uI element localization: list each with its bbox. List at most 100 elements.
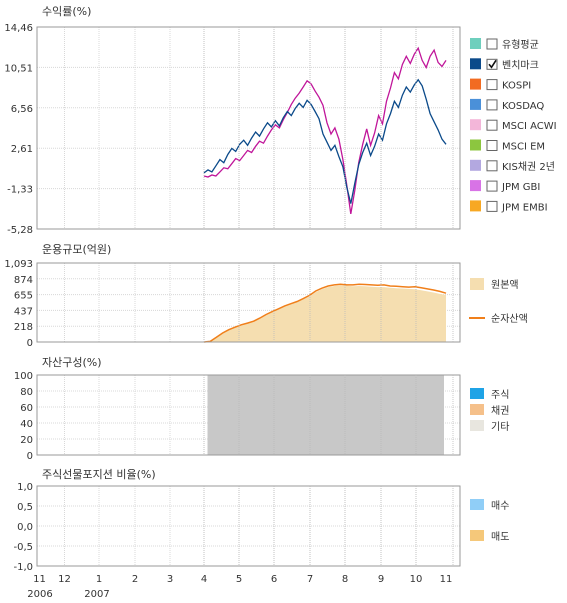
y-tick-label: 80: [20, 387, 33, 398]
legend-checkbox[interactable]: [486, 79, 498, 91]
legend-checkbox[interactable]: [486, 38, 498, 50]
legend-checkbox[interactable]: [486, 160, 498, 172]
series-line-benchmark: [203, 78, 447, 204]
area-original-amount: [204, 285, 446, 342]
legend-label: MSCI ACWI: [502, 121, 557, 132]
y-tick-label: -1,33: [7, 185, 33, 196]
legend-label: 기타: [491, 421, 509, 433]
y-tick-label: 6,56: [11, 104, 33, 115]
x-tick-label: 8: [342, 574, 348, 585]
check-icon: [488, 59, 497, 69]
y-tick-label: 60: [20, 403, 33, 414]
series-line-peer-average: [203, 46, 447, 215]
legend-label: 주식: [491, 389, 509, 401]
aum-frame: [36, 262, 461, 343]
x-tick-label: 12: [58, 574, 71, 585]
legend-swatch: [470, 388, 484, 399]
allocation-other-area: [207, 375, 444, 455]
y-tick-label: 0,5: [17, 502, 33, 513]
y-tick-label: 437: [14, 306, 33, 317]
y-tick-label: 218: [14, 322, 33, 333]
x-tick-label: 10: [410, 574, 423, 585]
x-tick-label: 11: [33, 574, 46, 585]
legend-swatch: [470, 159, 481, 171]
x-year-label: 2006: [27, 589, 52, 600]
legend-checkbox[interactable]: [486, 180, 498, 192]
legend-checkbox[interactable]: [486, 58, 498, 70]
futures-frame: [36, 485, 461, 567]
legend-checkbox[interactable]: [486, 119, 498, 131]
aum-plot: [203, 283, 447, 343]
x-tick-label: 11: [440, 574, 453, 585]
x-tick-label: 4: [201, 574, 207, 585]
returns-grid: [37, 27, 460, 229]
legend-swatch: [470, 200, 481, 212]
x-year-label: 2007: [84, 589, 109, 600]
legend-checkbox[interactable]: [486, 140, 498, 151]
aum-title: 운용규모(억원): [42, 243, 111, 256]
legend-swatch: [470, 78, 481, 90]
line-net-assets: [203, 283, 447, 343]
legend-swatch: [470, 278, 484, 290]
legend-swatch: [470, 98, 481, 110]
returns-plot: [203, 46, 447, 215]
y-tick-label: 10,51: [4, 63, 33, 74]
legend-swatch: [470, 499, 484, 510]
allocation-plot: [207, 375, 444, 455]
legend-label: MSCI EM: [502, 142, 545, 153]
y-tick-label: 1,0: [17, 482, 33, 493]
legend-label: KIS채권 2년: [502, 161, 555, 173]
legend-swatch: [470, 180, 481, 192]
y-tick-label: -5,28: [7, 225, 33, 236]
legend-swatch: [470, 404, 484, 415]
allocation-title: 자산구성(%): [42, 356, 102, 369]
aum-y-axis: 1,093 874 655 437 218 0: [4, 259, 33, 349]
legend-label: KOSDAQ: [502, 101, 544, 112]
x-tick-label: 1: [96, 574, 102, 585]
legend-swatch: [470, 38, 481, 49]
legend-label: 순자산액: [491, 313, 528, 325]
y-tick-label: 0: [27, 451, 33, 462]
returns-title: 수익률(%): [42, 5, 91, 18]
y-tick-label: 100: [14, 371, 33, 382]
legend-swatch: [470, 139, 481, 151]
allocation-y-axis: 100 80 60 40 20 0: [14, 371, 33, 462]
x-tick-label: 9: [378, 574, 384, 585]
y-tick-label: 2,61: [11, 144, 33, 155]
legend-swatch: [470, 420, 484, 431]
futures-title: 주식선물포지션 비율(%): [42, 468, 156, 481]
legend-label: 원본액: [491, 279, 519, 291]
x-tick-label: 5: [236, 574, 242, 585]
returns-frame: [36, 26, 461, 230]
legend-label: 채권: [491, 405, 509, 417]
y-tick-label: 40: [20, 419, 33, 430]
legend-label: 벤치마크: [502, 59, 539, 71]
y-tick-label: 874: [14, 275, 33, 286]
x-tick-label: 2: [132, 574, 138, 585]
x-tick-label: 3: [167, 574, 173, 585]
y-tick-label: 0,0: [17, 522, 33, 533]
legend-label: 매수: [491, 500, 509, 512]
futures-y-axis: 1,0 0,5 0,0 -0,5 -1,0: [13, 482, 33, 573]
legend-label: JPM EMBI: [501, 202, 548, 213]
x-tick-label: 6: [271, 574, 277, 585]
legend-checkbox[interactable]: [486, 99, 498, 111]
y-tick-label: 20: [20, 435, 33, 446]
x-tick-label: 7: [307, 574, 313, 585]
returns-y-axis: 14,46 10,51 6,56 2,61 -1,33 -5,28: [4, 23, 33, 236]
futures-grid: [37, 486, 460, 566]
legend-checkbox[interactable]: [486, 200, 498, 212]
y-tick-label: -0,5: [13, 542, 33, 553]
legend-label: 매도: [491, 531, 509, 543]
y-tick-label: 0: [27, 338, 33, 349]
legend-swatch: [470, 530, 484, 541]
y-tick-label: 1,093: [4, 259, 33, 270]
legend-label: 유형평균: [502, 39, 539, 51]
allocation-frame: [36, 374, 461, 456]
